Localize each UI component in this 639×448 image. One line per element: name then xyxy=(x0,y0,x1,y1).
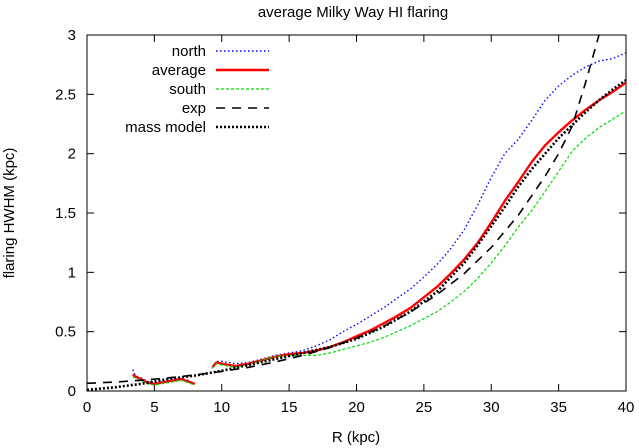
chart-title: average Milky Way HI flaring xyxy=(258,4,448,21)
y-tick-label: 0.5 xyxy=(55,324,76,341)
x-tick-label: 10 xyxy=(213,399,230,416)
x-axis-label: R (kpc) xyxy=(332,429,380,446)
y-axis-label: flaring HWHM (kpc) xyxy=(1,148,18,279)
legend-label-north: north xyxy=(172,43,206,60)
series-line-south xyxy=(211,110,626,369)
y-tick-label: 1.5 xyxy=(55,205,76,222)
legend-label-exp: exp xyxy=(182,100,206,117)
x-tick-label: 40 xyxy=(618,399,635,416)
y-tick-label: 1 xyxy=(68,264,76,281)
x-tick-label: 20 xyxy=(348,399,365,416)
legend-label-average: average xyxy=(152,62,206,79)
y-tick-label: 2 xyxy=(68,146,76,163)
series-line-mass-model xyxy=(87,79,626,391)
series-line-average xyxy=(132,373,196,386)
y-tick-label: 3 xyxy=(68,27,76,44)
series-line-south xyxy=(132,376,196,386)
y-tick-label: 0 xyxy=(68,383,76,400)
x-tick-label: 15 xyxy=(281,399,298,416)
y-tick-label: 2.5 xyxy=(55,86,76,103)
series-line-north xyxy=(211,52,626,368)
x-tick-label: 35 xyxy=(550,399,567,416)
legend: north average south exp mass model xyxy=(125,43,269,136)
x-tick-label: 0 xyxy=(83,399,91,416)
legend-label-south: south xyxy=(169,81,206,98)
x-tick-label: 25 xyxy=(416,399,433,416)
legend-label-mass-model: mass model xyxy=(125,119,206,136)
series-line-average xyxy=(211,81,626,369)
x-tick-label: 5 xyxy=(150,399,158,416)
x-tick-label: 30 xyxy=(483,399,500,416)
plot-area: 0 5 10 15 20 25 30 35 40 0 0.5 1 1.5 2 2.5 3 xyxy=(55,27,634,416)
